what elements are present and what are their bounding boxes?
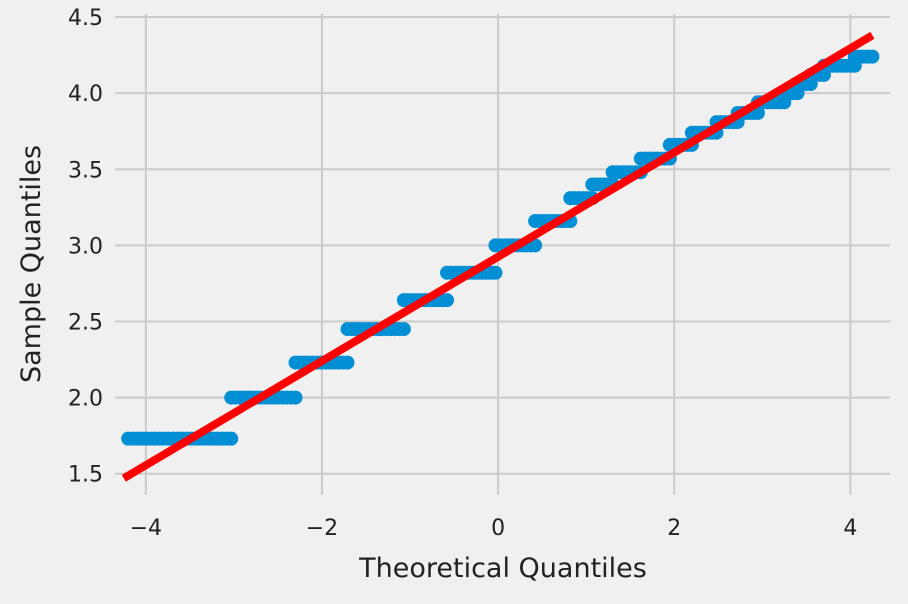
y-tick-labels: 1.5 2.0 2.5 3.0 3.5 4.0 4.5 — [68, 6, 103, 488]
y-tick-label: 4.5 — [68, 6, 103, 31]
y-tick-label: 1.5 — [68, 463, 103, 488]
x-tick-label: 4 — [843, 516, 857, 541]
x-tick-labels: −4 −2 0 2 4 — [130, 516, 858, 541]
reference-line — [121, 31, 875, 482]
y-axis-label: Sample Quantiles — [16, 145, 47, 383]
x-axis-label: Theoretical Quantiles — [358, 553, 647, 584]
y-tick-label: 2.0 — [68, 387, 103, 412]
x-tick-label: −2 — [306, 516, 338, 541]
sample-point — [224, 431, 239, 446]
y-tick-label: 3.0 — [68, 234, 103, 259]
sample-point — [440, 293, 455, 308]
y-tick-label: 2.5 — [68, 310, 103, 335]
sample-point — [340, 355, 355, 370]
x-tick-label: 0 — [491, 516, 505, 541]
sample-point — [865, 49, 880, 64]
y-tick-label: 4.0 — [68, 82, 103, 107]
reference-line-group — [121, 31, 875, 482]
x-tick-label: 2 — [667, 516, 681, 541]
y-tick-label: 3.5 — [68, 158, 103, 183]
sample-point — [528, 238, 543, 253]
sample-point — [488, 265, 503, 280]
x-tick-label: −4 — [130, 516, 162, 541]
sample-point — [288, 390, 303, 405]
sample-point — [396, 322, 411, 337]
